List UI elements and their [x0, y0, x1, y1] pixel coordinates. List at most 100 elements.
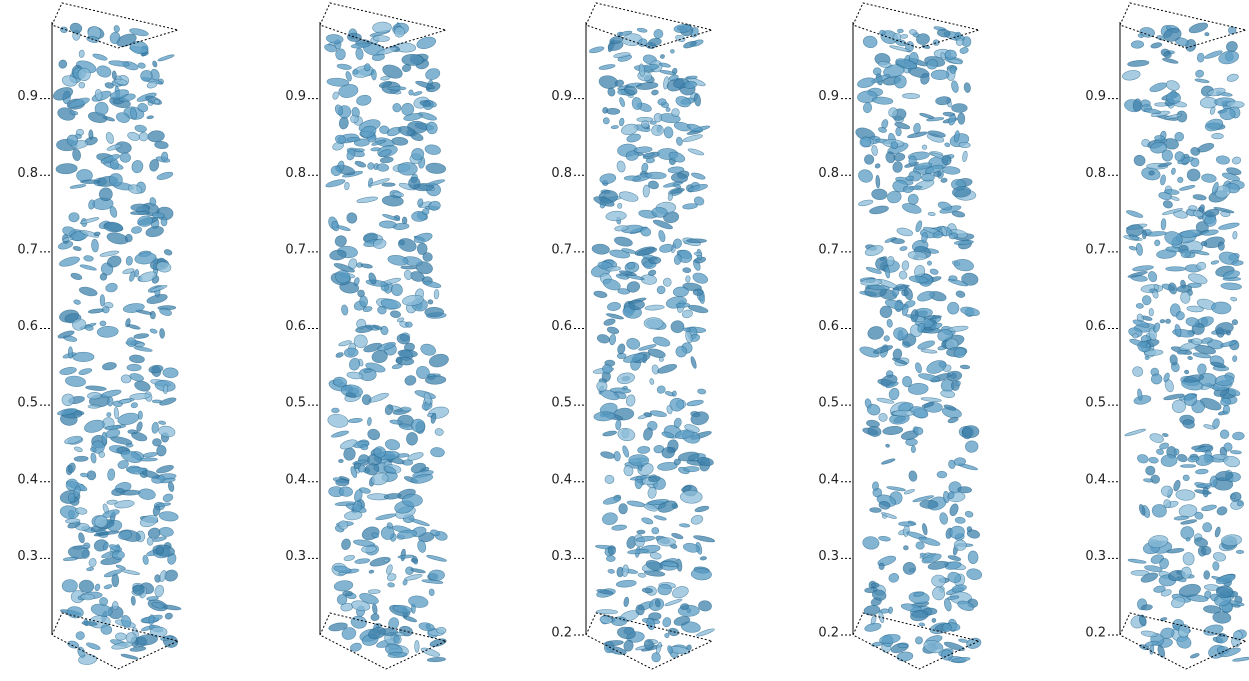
y-tick-label: 0.9 [285, 89, 306, 104]
blob [336, 479, 350, 486]
blob [685, 276, 690, 283]
blob [927, 261, 932, 266]
blob [967, 526, 972, 532]
blob [693, 93, 701, 107]
blob [1218, 222, 1240, 231]
blob [955, 517, 966, 524]
blob [99, 597, 107, 605]
blob [682, 203, 697, 210]
blob [344, 510, 362, 520]
blob [396, 357, 402, 364]
blob [1220, 398, 1230, 406]
y-tick-label: 0.5 [1085, 396, 1106, 411]
blob [341, 304, 349, 315]
blob [1197, 53, 1204, 62]
blob [108, 60, 129, 67]
blob [663, 277, 672, 287]
isosurface [324, 22, 450, 663]
blob [369, 570, 375, 574]
blob [618, 190, 639, 203]
blob [426, 554, 447, 562]
blob [939, 512, 949, 525]
blob [656, 285, 666, 295]
blob [76, 631, 85, 640]
blob [334, 234, 348, 248]
blob [953, 258, 974, 272]
blob [356, 196, 378, 204]
blob [126, 131, 140, 142]
blob [929, 268, 938, 275]
blob [347, 33, 362, 42]
blob [619, 504, 628, 514]
blob [950, 66, 957, 73]
blob [1150, 42, 1162, 49]
blob [74, 456, 88, 462]
blob [65, 518, 80, 523]
blob [1204, 32, 1209, 36]
blob [608, 546, 616, 556]
blob [418, 622, 435, 633]
blob [326, 34, 344, 45]
blob [951, 103, 967, 112]
blob [362, 394, 371, 404]
blob [394, 635, 400, 643]
blob [968, 551, 978, 564]
blob [878, 536, 890, 542]
blob [66, 606, 84, 619]
blob [862, 536, 880, 550]
isosurface [1122, 21, 1249, 662]
blob [666, 107, 671, 112]
blob [1195, 69, 1204, 78]
blob [891, 238, 905, 244]
blob [664, 598, 682, 607]
blob [596, 333, 610, 344]
blob [1219, 429, 1230, 440]
blob [878, 413, 888, 422]
y-tick-label: 0.7 [17, 242, 38, 257]
blob [682, 133, 703, 143]
blob [134, 346, 153, 353]
blob [100, 321, 106, 326]
blob [427, 657, 446, 662]
blob [616, 579, 637, 588]
blob [131, 159, 145, 174]
blob [958, 638, 968, 643]
blob [151, 422, 159, 434]
blob [663, 126, 673, 138]
blob [366, 279, 388, 288]
blob [629, 454, 649, 466]
blob [921, 397, 942, 403]
blob [163, 248, 172, 256]
blob [355, 47, 364, 60]
blob [337, 595, 347, 605]
blob [332, 408, 340, 413]
blob [345, 211, 358, 224]
blob [1162, 199, 1173, 209]
blob [874, 163, 880, 169]
blob [1160, 319, 1165, 323]
blob [676, 303, 690, 308]
blob [149, 615, 155, 625]
blob [334, 579, 354, 592]
blob [1202, 522, 1212, 532]
blob [1232, 432, 1244, 441]
blob [866, 419, 880, 428]
blob [121, 653, 139, 660]
blob [429, 589, 435, 596]
blob [387, 254, 409, 267]
blob [948, 503, 959, 517]
blob [1195, 469, 1208, 475]
blob [625, 394, 636, 407]
blob [914, 362, 922, 374]
blob [121, 569, 140, 576]
blob [962, 151, 968, 162]
blob [901, 201, 922, 215]
blob [872, 481, 879, 490]
blob [134, 124, 147, 133]
blob [898, 270, 907, 280]
blob [1162, 433, 1168, 437]
blob [161, 217, 167, 226]
y-tick-label: 0.8 [818, 166, 839, 181]
blob [1180, 229, 1202, 239]
figure: 0.30.40.50.60.70.80.90.30.40.50.60.70.80… [0, 0, 1249, 681]
